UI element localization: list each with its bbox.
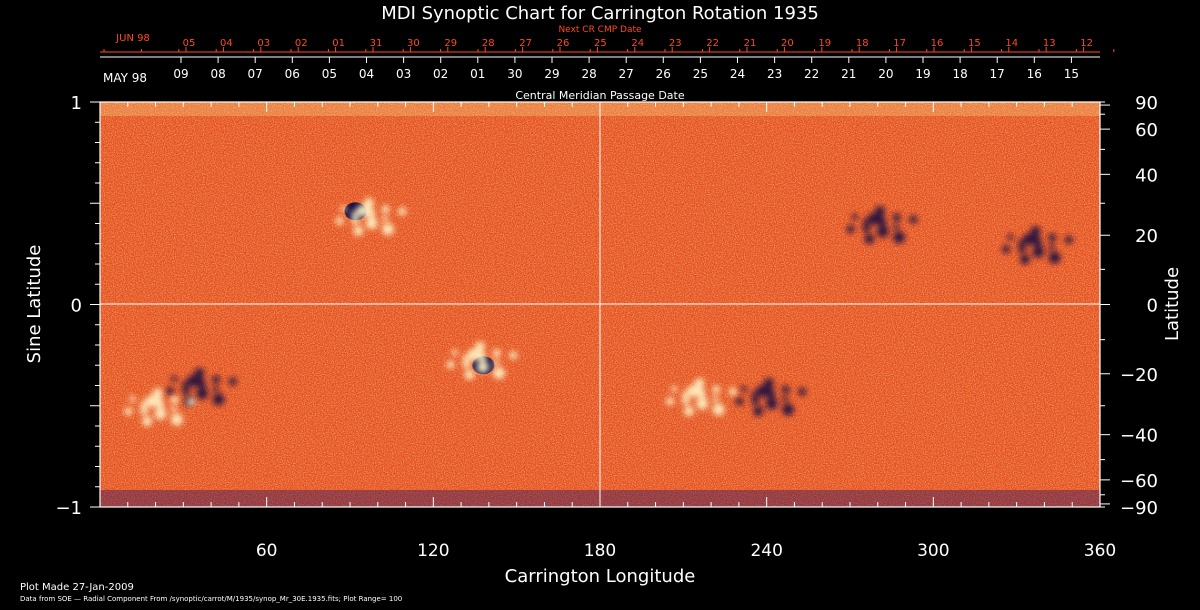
- cmp-day: 27: [619, 67, 634, 81]
- cmp-day: 01: [470, 67, 485, 81]
- next-cmp-day: 31: [370, 38, 383, 49]
- x-tick-label: 360: [1084, 541, 1116, 561]
- cmp-day: 16: [1027, 67, 1042, 81]
- cmp-day: 23: [767, 67, 782, 81]
- feature-mark: [335, 197, 407, 236]
- feature-mark: [735, 378, 807, 417]
- next-cmp-day: 04: [220, 38, 233, 49]
- cmp-day: 18: [952, 67, 967, 81]
- next-cmp-day: 12: [1080, 38, 1093, 49]
- latitude-tick-label: 60: [1135, 120, 1158, 141]
- next-cmp-day: 28: [482, 38, 495, 49]
- cmp-day: 09: [173, 67, 188, 81]
- cmp-day: 28: [581, 67, 596, 81]
- chart-title: MDI Synoptic Chart for Carrington Rotati…: [381, 3, 819, 24]
- top-axis-next-cmp: 05 04 03 02 01 31 30 29 28 27 26 25 24 23 22 21 20 19 18 17…: [100, 25, 1115, 53]
- x-tick-label: 240: [750, 541, 782, 561]
- cmp-day: 03: [396, 67, 411, 81]
- next-cmp-day: 03: [257, 38, 270, 49]
- next-cmp-day: 25: [594, 38, 607, 49]
- y-axis-title: Sine Latitude: [24, 245, 45, 364]
- x-tick-label: 180: [584, 541, 616, 561]
- next-cmp-day: 15: [968, 38, 981, 49]
- next-cmp-day: 23: [669, 38, 682, 49]
- cmp-day: 06: [285, 67, 300, 81]
- plot-made-text: Plot Made 27-Jan-2009: [20, 582, 134, 593]
- x-axis-title: Carrington Longitude: [505, 566, 696, 587]
- x-tick-label: 60: [256, 541, 278, 561]
- cmp-day: 02: [433, 67, 448, 81]
- feature-mark: [1002, 226, 1073, 265]
- cmp-day: 19: [915, 67, 930, 81]
- y-tick-label: 0: [71, 296, 82, 317]
- latitude-tick-label: −60: [1120, 471, 1158, 492]
- x-tick-label: 300: [917, 541, 949, 561]
- feature-mark: [666, 378, 737, 417]
- feature-mark: [446, 341, 518, 380]
- cmp-axis-label: Central Meridian Passage Date: [515, 89, 684, 102]
- cmp-day: 04: [359, 67, 374, 81]
- latitude-tick-label: −40: [1120, 426, 1158, 447]
- next-cmp-day: 21: [744, 38, 757, 49]
- next-cmp-month: JUN 98: [115, 33, 150, 44]
- data-source-text: Data from SOE — Radial Component From /s…: [20, 595, 402, 603]
- cmp-day: 17: [990, 67, 1005, 81]
- next-cmp-day: 01: [332, 38, 345, 49]
- cmp-month: MAY 98: [103, 71, 147, 85]
- x-tick-label: 120: [417, 541, 449, 561]
- next-cmp-day: 27: [519, 38, 532, 49]
- next-cmp-day: 19: [818, 38, 831, 49]
- next-cmp-day: 17: [893, 38, 906, 49]
- feature-mark: [124, 388, 196, 427]
- next-cmp-label: Next CR CMP Date: [558, 25, 642, 35]
- next-cmp-day: 29: [444, 38, 457, 49]
- next-cmp-day: 14: [1005, 38, 1018, 49]
- next-cmp-day: 26: [557, 38, 570, 49]
- next-cmp-day: 16: [931, 38, 944, 49]
- cmp-day: 15: [1064, 67, 1079, 81]
- y2-axis-title: Latitude: [1162, 267, 1183, 341]
- next-cmp-day: 30: [407, 38, 420, 49]
- latitude-tick-label: 40: [1135, 165, 1158, 186]
- cmp-day: 26: [656, 67, 671, 81]
- cmp-day: 25: [693, 67, 708, 81]
- next-cmp-day: 02: [295, 38, 308, 49]
- next-cmp-day: 18: [856, 38, 869, 49]
- next-cmp-day: 13: [1043, 38, 1056, 49]
- cmp-day: 08: [210, 67, 225, 81]
- next-cmp-day: 05: [183, 38, 196, 49]
- top-axis-cmp: 09 08 07 06 05 04 03 02 01 30 29 28 27 26 25 24 23 22 21 20…: [100, 56, 1100, 102]
- cmp-day: 29: [544, 67, 559, 81]
- cmp-day: 21: [841, 67, 856, 81]
- y-tick-label: 1: [71, 93, 82, 114]
- cmp-day: 22: [804, 67, 819, 81]
- latitude-tick-label: 0: [1147, 296, 1158, 317]
- cmp-day: 24: [730, 67, 745, 81]
- cmp-day: 20: [878, 67, 893, 81]
- latitude-tick-label: 90: [1135, 93, 1158, 114]
- next-cmp-day: 24: [631, 38, 644, 49]
- latitude-tick-label: 20: [1135, 226, 1158, 247]
- next-cmp-day: 20: [781, 38, 794, 49]
- latitude-tick-label: −20: [1120, 365, 1158, 386]
- feature-mark: [846, 205, 918, 245]
- cmp-day: 05: [322, 67, 337, 81]
- cmp-day: 07: [248, 67, 263, 81]
- y-tick-label: −1: [55, 498, 82, 519]
- latitude-tick-label: −90: [1120, 498, 1158, 519]
- next-cmp-day: 22: [706, 38, 719, 49]
- cmp-day: 30: [507, 67, 522, 81]
